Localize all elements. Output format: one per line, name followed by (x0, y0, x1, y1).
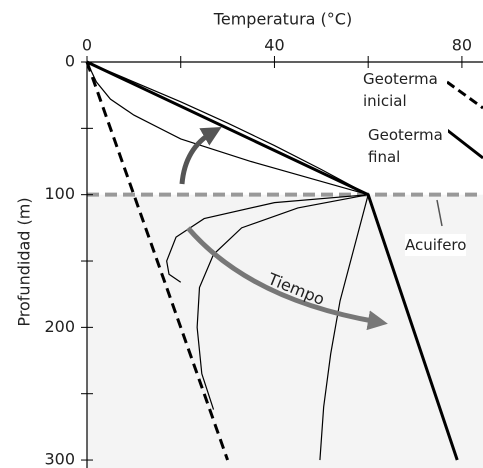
line (86, 61, 369, 196)
time-arrow-down (186, 226, 388, 331)
line (196, 194, 369, 410)
legend-entry: Geoterma final (368, 124, 448, 168)
x-tick-label: 40 (264, 36, 284, 55)
time-arrow-up (179, 127, 222, 185)
line (166, 194, 369, 283)
legend-entry: Geoterma inicial (363, 68, 447, 112)
y-axis-label: Profundidad (m) (15, 197, 34, 326)
x-axis-label: Temperatura (°C) (213, 10, 352, 29)
x-tick-label: 80 (452, 36, 472, 55)
y-tick-label: 100 (44, 184, 75, 203)
y-tick-label: 0 (65, 52, 75, 71)
line (86, 61, 369, 196)
line (319, 194, 369, 461)
line (85, 61, 230, 461)
aquifer-label: Acuifero (405, 234, 467, 256)
aquifer-pointer (436, 199, 443, 227)
y-tick-label: 200 (44, 317, 75, 336)
legend-line (446, 80, 483, 110)
legend-line (446, 128, 483, 160)
x-tick-label: 0 (82, 36, 92, 55)
y-tick-label: 300 (44, 450, 75, 468)
